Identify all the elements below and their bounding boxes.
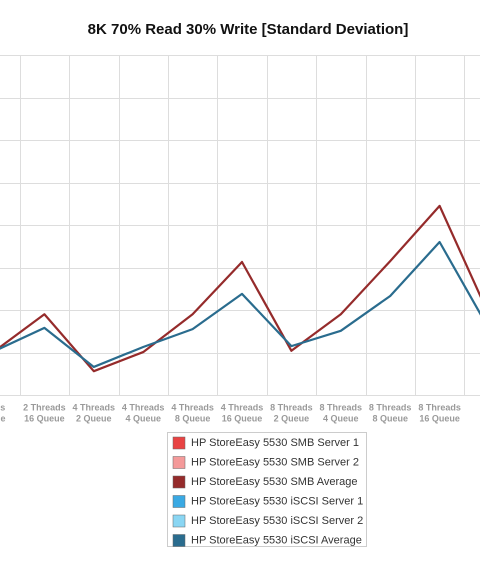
legend-swatch [172,534,186,547]
x-tick-label: 8 Threads [320,402,363,412]
legend-label: HP StoreEasy 5530 SMB Average [191,476,358,488]
x-tick-label: 8 Queue [372,413,408,423]
x-tick-label: 16 Queue [24,413,65,423]
x-tick-label: 4 Threads [221,402,264,412]
legend-label: HP StoreEasy 5530 iSCSI Average [191,534,362,546]
legend-swatch [172,514,186,528]
x-tick-label: 4 Queue [125,413,161,423]
x-tick-label: 8 Threads [270,402,313,412]
series-line [0,204,480,373]
x-tick-label: 4 Threads [73,402,116,412]
x-tick-label: ueue [0,413,6,423]
legend-swatch [172,456,186,469]
x-tick-label: 2 Queue [76,413,112,423]
x-tick-label: 2 Threads [23,402,66,412]
legend-label: HP StoreEasy 5530 SMB Server 1 [191,437,359,449]
x-tick-label: 8 Queue [175,413,211,423]
legend-label: HP StoreEasy 5530 iSCSI Server 2 [191,515,363,527]
x-tick-label: 2 Queue [274,413,310,423]
legend-box [167,432,367,547]
x-tick-label: 8 Threads [369,402,412,412]
x-tick-label: 16 Queue [222,413,263,423]
legend-swatch [172,436,186,450]
legend-label: HP StoreEasy 5530 SMB Server 2 [191,456,359,468]
chart-title: 8K 70% Read 30% Write [Standard Deviatio… [88,21,409,38]
x-tick-label: 4 Threads [122,402,165,412]
series-line [0,240,480,369]
legend-swatch [172,475,186,489]
legend-label: HP StoreEasy 5530 iSCSI Server 1 [191,495,363,507]
x-tick-label: 8 Threads [418,402,461,412]
x-tick-label: eads [0,402,5,412]
x-tick-label: 16 Queue [419,413,460,423]
legend-swatch [172,495,186,508]
x-tick-label: 4 Threads [171,402,214,412]
x-tick-label: 4 Queue [323,413,359,423]
